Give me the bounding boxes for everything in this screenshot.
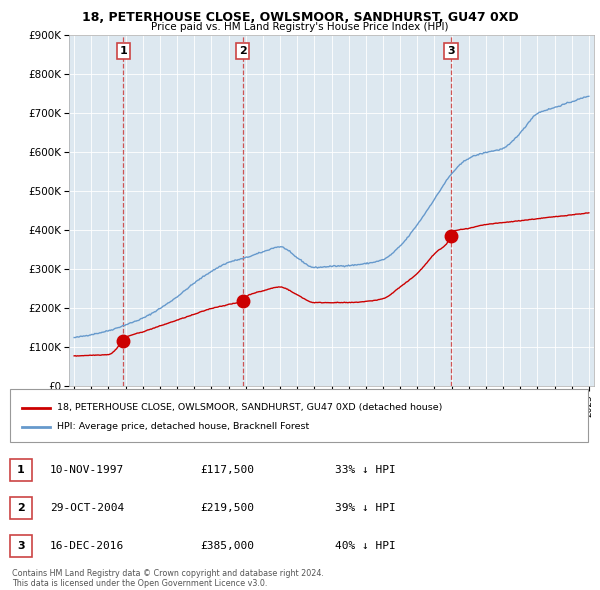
Bar	[10, 458, 32, 481]
Text: 40% ↓ HPI: 40% ↓ HPI	[335, 541, 396, 551]
Text: 39% ↓ HPI: 39% ↓ HPI	[335, 503, 396, 513]
Text: HPI: Average price, detached house, Bracknell Forest: HPI: Average price, detached house, Brac…	[57, 422, 309, 431]
Text: 2: 2	[17, 503, 25, 513]
Text: 18, PETERHOUSE CLOSE, OWLSMOOR, SANDHURST, GU47 0XD: 18, PETERHOUSE CLOSE, OWLSMOOR, SANDHURS…	[82, 11, 518, 24]
Text: 3: 3	[17, 541, 25, 551]
Text: 3: 3	[447, 46, 455, 56]
Text: 1: 1	[17, 465, 25, 475]
Bar	[10, 497, 32, 519]
Text: Contains HM Land Registry data © Crown copyright and database right 2024.: Contains HM Land Registry data © Crown c…	[12, 569, 324, 578]
Text: £117,500: £117,500	[200, 465, 254, 475]
Text: Price paid vs. HM Land Registry's House Price Index (HPI): Price paid vs. HM Land Registry's House …	[151, 22, 449, 32]
Text: 1: 1	[119, 46, 127, 56]
Text: 33% ↓ HPI: 33% ↓ HPI	[335, 465, 396, 475]
Bar	[10, 389, 588, 441]
Text: £219,500: £219,500	[200, 503, 254, 513]
Text: £385,000: £385,000	[200, 541, 254, 551]
Text: 10-NOV-1997: 10-NOV-1997	[50, 465, 124, 475]
Text: This data is licensed under the Open Government Licence v3.0.: This data is licensed under the Open Gov…	[12, 579, 268, 588]
Text: 16-DEC-2016: 16-DEC-2016	[50, 541, 124, 551]
Text: 2: 2	[239, 46, 247, 56]
Text: 29-OCT-2004: 29-OCT-2004	[50, 503, 124, 513]
Bar	[10, 535, 32, 557]
Text: 18, PETERHOUSE CLOSE, OWLSMOOR, SANDHURST, GU47 0XD (detached house): 18, PETERHOUSE CLOSE, OWLSMOOR, SANDHURS…	[57, 403, 442, 412]
